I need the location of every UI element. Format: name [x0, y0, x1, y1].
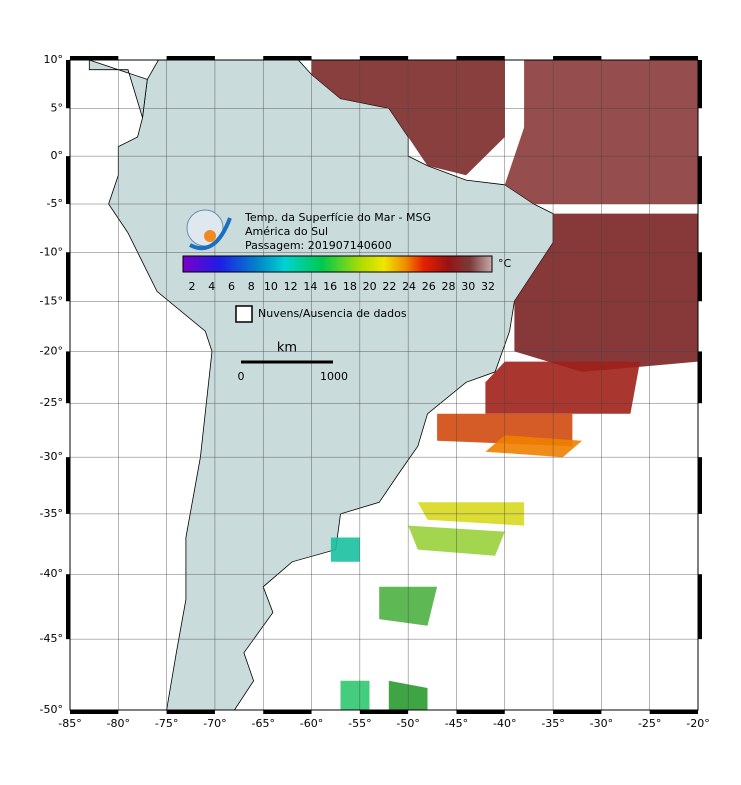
frame-bar: [698, 60, 702, 109]
lon-label: -45°: [445, 717, 468, 730]
lat-label: 10°: [44, 53, 64, 66]
scale-end: 1000: [320, 370, 348, 383]
colorbar-tick-label: 12: [284, 280, 298, 293]
lon-label: -70°: [203, 717, 226, 730]
colorbar-unit: °C: [498, 257, 512, 270]
frame-bar: [66, 351, 70, 404]
lon-label: -35°: [541, 717, 564, 730]
sst-patch: [485, 435, 583, 458]
colorbar-tick-label: 6: [228, 280, 235, 293]
frame-bar: [166, 56, 215, 60]
logo-arrow: [189, 217, 232, 251]
frame-bar: [66, 457, 70, 514]
lat-label: -25°: [40, 396, 63, 409]
lon-label: -75°: [155, 717, 178, 730]
frame-bar: [359, 710, 409, 714]
lon-label: -50°: [396, 717, 419, 730]
frame-bar: [698, 156, 702, 205]
lon-label: -65°: [251, 717, 274, 730]
frame-bar: [66, 156, 70, 205]
frame-bar: [359, 56, 409, 60]
frame-bar: [66, 252, 70, 302]
lat-label: 5°: [51, 101, 64, 114]
sst-patch: [514, 213, 698, 372]
frame-bar: [456, 56, 505, 60]
lon-label: -25°: [638, 717, 661, 730]
frame-bar: [649, 56, 698, 60]
lon-label: -30°: [590, 717, 613, 730]
frame-bar: [553, 710, 602, 714]
colorbar-tick-label: 4: [208, 280, 215, 293]
frame-bar: [553, 56, 602, 60]
colorbar: [182, 255, 493, 273]
colorbar-tick-label: 30: [461, 280, 475, 293]
frame-bar: [698, 252, 702, 302]
legend-subtitle: América do Sul: [245, 225, 328, 238]
logo-sun: [204, 230, 216, 242]
colorbar-tick-label: 14: [303, 280, 317, 293]
colorbar-tick-label: 20: [363, 280, 377, 293]
sst-patch: [485, 361, 640, 414]
map-area: [70, 60, 698, 710]
frame-bar: [698, 574, 702, 640]
lon-label: -40°: [493, 717, 516, 730]
colorbar-tick-label: 8: [248, 280, 255, 293]
colorbar-tick-label: 24: [402, 280, 416, 293]
lon-label: -80°: [107, 717, 130, 730]
frame-bar: [698, 457, 702, 514]
lon-label: -20°: [686, 717, 709, 730]
lat-label: -20°: [40, 344, 63, 357]
frame-bar: [66, 60, 70, 109]
lon-label: -85°: [58, 717, 81, 730]
sst-patch: [340, 680, 370, 710]
colorbar-tick-label: 10: [264, 280, 278, 293]
colorbar-tick-label: 32: [481, 280, 495, 293]
colorbar-tick-label: 18: [343, 280, 357, 293]
frame-bar: [649, 710, 698, 714]
colorbar-tick-label: 22: [382, 280, 396, 293]
frame-bar: [456, 710, 505, 714]
lon-label: -60°: [300, 717, 323, 730]
colorbar-tick-label: 28: [442, 280, 456, 293]
frame-bar: [66, 574, 70, 640]
lat-label: -30°: [40, 450, 63, 463]
colorbar-tick-label: 2: [189, 280, 196, 293]
frame-bar: [263, 710, 312, 714]
legend-title: Temp. da Superfície do Mar - MSG: [244, 211, 431, 224]
lat-label: -35°: [40, 507, 63, 520]
lat-label: -50°: [40, 703, 63, 716]
legend-pass: Passagem: 201907140600: [245, 239, 392, 252]
legend: Temp. da Superfície do Mar - MSG América…: [182, 209, 512, 383]
lat-label: -45°: [40, 632, 63, 645]
sst-patch: [330, 537, 360, 562]
scale-start: 0: [238, 370, 245, 383]
colorbar-tick-label: 26: [422, 280, 436, 293]
frame-bar: [263, 56, 312, 60]
lon-label: -55°: [348, 717, 371, 730]
frame-bar: [166, 710, 215, 714]
frame-bar: [70, 710, 119, 714]
frame-bar: [70, 56, 119, 60]
frame-bar: [698, 351, 702, 404]
lat-label: -5°: [47, 197, 63, 210]
scale-unit: km: [277, 341, 297, 356]
lat-label: -40°: [40, 567, 63, 580]
colorbar-tick-label: 16: [323, 280, 337, 293]
lat-label: -10°: [40, 245, 63, 258]
no-data-swatch: [235, 305, 253, 323]
lat-label: -15°: [40, 294, 63, 307]
land: [88, 60, 148, 118]
no-data-label: Nuvens/Ausencia de dados: [258, 307, 407, 320]
lat-label: 0°: [51, 149, 64, 162]
